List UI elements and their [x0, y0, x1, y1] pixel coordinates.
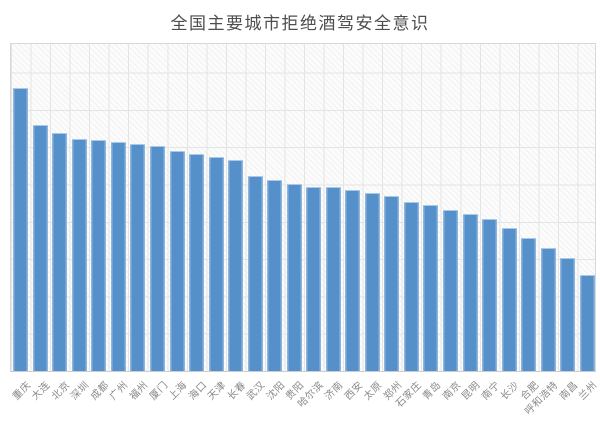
x-tick-label-贵阳: 贵阳 [284, 379, 307, 403]
bar-昆明 [462, 214, 478, 371]
bar-长春 [228, 160, 244, 371]
bar-太原 [364, 193, 380, 371]
bar-重庆 [13, 88, 29, 371]
x-tick-label-成都: 成都 [88, 379, 112, 403]
x-tick-label-石家庄: 石家庄 [393, 379, 425, 410]
bar-西安 [345, 190, 361, 371]
bar-郑州 [384, 196, 400, 371]
bar-长沙 [501, 228, 517, 371]
bar-南京 [443, 210, 458, 371]
x-tick-label-南宁: 南宁 [479, 379, 503, 403]
x-tick-label-重庆: 重庆 [10, 379, 34, 403]
bar-广州 [110, 142, 126, 371]
x-tick-label-郑州: 郑州 [381, 379, 405, 403]
x-tick-label-西安: 西安 [342, 379, 366, 403]
x-tick-label-上海: 上海 [167, 379, 190, 403]
bar-武汉 [247, 176, 263, 371]
bar-呼和浩特 [540, 248, 556, 371]
x-tick-label-武汉: 武汉 [245, 379, 268, 403]
x-tick-label-太原: 太原 [362, 379, 385, 403]
x-tick-label-沈阳: 沈阳 [264, 379, 288, 403]
bar-成都 [91, 140, 107, 371]
bar-厦门 [150, 146, 165, 371]
bar-北京 [52, 133, 68, 371]
x-tick-label-广州: 广州 [108, 379, 132, 403]
bar-济南 [325, 187, 341, 371]
bar-天津 [208, 157, 224, 371]
bar-石家庄 [403, 202, 419, 371]
bar-合肥 [521, 238, 537, 371]
x-tick-label-海口: 海口 [186, 379, 210, 403]
x-tick-label-天津: 天津 [206, 379, 229, 403]
x-tick-label-福州: 福州 [127, 379, 151, 403]
x-tick-label-深圳: 深圳 [69, 379, 92, 403]
x-tick-label-厦门: 厦门 [147, 379, 171, 403]
plot-area [10, 43, 596, 372]
bar-上海 [169, 151, 185, 371]
bar-大连 [32, 125, 48, 371]
x-tick-label-济南: 济南 [323, 379, 346, 403]
bar-沈阳 [267, 180, 283, 371]
bar-青岛 [423, 205, 439, 371]
bar-哈尔滨 [306, 187, 322, 371]
x-tick-label-昆明: 昆明 [460, 379, 483, 403]
x-tick-label-长春: 长春 [225, 379, 249, 403]
bar-福州 [130, 144, 146, 371]
bar-南昌 [560, 258, 576, 371]
x-tick-label-合肥: 合肥 [518, 379, 542, 403]
chart-title: 全国主要城市拒绝酒驾安全意识 [170, 14, 430, 34]
x-tick-label-大连: 大连 [30, 379, 53, 403]
bar-贵阳 [286, 184, 302, 371]
x-tick-label-长沙: 长沙 [499, 379, 522, 403]
x-tick-label-哈尔滨: 哈尔滨 [296, 379, 327, 410]
bar-深圳 [71, 139, 87, 371]
x-tick-label-兰州: 兰州 [577, 379, 600, 403]
x-tick-label-北京: 北京 [49, 379, 73, 403]
x-tick-label-南京: 南京 [440, 379, 464, 403]
bar-兰州 [579, 275, 595, 371]
x-tick-label-南昌: 南昌 [557, 379, 581, 403]
x-tick-label-呼和浩特: 呼和浩特 [523, 379, 561, 418]
x-tick-label-青岛: 青岛 [420, 379, 444, 403]
bar-海口 [189, 154, 205, 371]
bar-南宁 [482, 219, 498, 371]
